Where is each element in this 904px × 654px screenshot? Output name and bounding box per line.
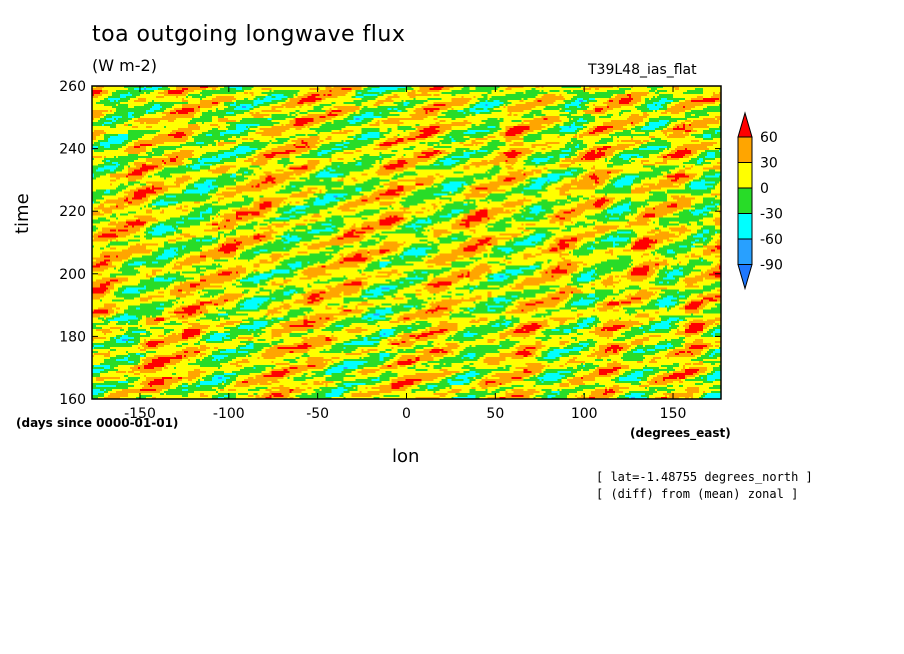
colorbar: 60 30 0 -30 -60 -90	[737, 111, 783, 291]
colorbar-label: -60	[760, 232, 783, 248]
colorbar-label: -30	[760, 207, 783, 223]
x-tick-label: 150	[660, 406, 687, 422]
x-axis-ticks: -150 -100 -50 0 50 100 150	[124, 86, 686, 422]
colorbar-label: 0	[760, 181, 769, 197]
colorbar-segment	[737, 213, 753, 240]
colorbar-segment	[737, 136, 753, 163]
heatmap-field	[92, 86, 721, 399]
annotation-latitude: [ lat=-1.48755 degrees_north ]	[596, 470, 813, 484]
x-tick-label: -100	[213, 406, 245, 422]
y-tick-label: 260	[59, 79, 86, 95]
heatmap-image	[92, 86, 721, 399]
chart-units: (W m-2)	[92, 56, 157, 75]
colorbar-label: 60	[760, 130, 778, 146]
x-tick-label: -50	[306, 406, 329, 422]
x-axis-units: (degrees_east)	[630, 426, 731, 440]
y-tick-label: 200	[59, 267, 86, 283]
x-tick-label: 0	[402, 406, 411, 422]
y-axis-units: (days since 0000-01-01)	[16, 416, 179, 430]
colorbar-label: -90	[760, 258, 783, 274]
x-axis-label: lon	[392, 446, 420, 467]
y-axis-ticks: 160 180 200 220 240 260	[59, 79, 721, 408]
chart-title: toa outgoing longwave flux	[92, 22, 406, 47]
annotation-diff: [ (diff) from (mean) zonal ]	[596, 487, 799, 501]
colorbar-segment	[737, 238, 753, 265]
colorbar-segment	[737, 111, 753, 138]
y-tick-label: 240	[59, 142, 86, 158]
run-name: T39L48_ias_flat	[588, 62, 697, 78]
colorbar-segment	[737, 187, 753, 214]
y-tick-label: 160	[59, 392, 86, 408]
colorbar-segment	[737, 162, 753, 189]
x-tick-label: 100	[571, 406, 598, 422]
y-tick-label: 180	[59, 329, 86, 345]
x-tick-label: -150	[124, 406, 156, 422]
y-tick-label: 220	[59, 204, 86, 220]
colorbar-segment	[737, 264, 753, 291]
colorbar-label: 30	[760, 156, 778, 172]
x-tick-label: 50	[486, 406, 504, 422]
